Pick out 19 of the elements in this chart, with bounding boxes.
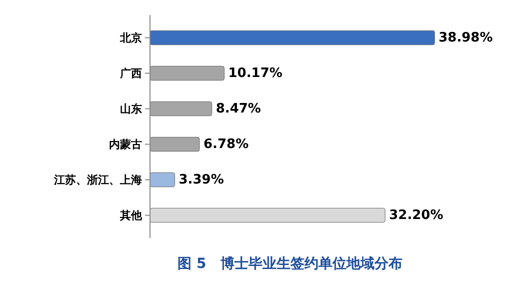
bar [150, 172, 175, 188]
data-label: 38.98% [438, 30, 493, 46]
y-tick-label: 江苏、浙江、上海 [53, 173, 142, 186]
bar [150, 136, 200, 152]
data-label: 32.20% [389, 208, 444, 223]
bar [150, 66, 225, 81]
data-label: 3.39% [178, 172, 224, 188]
bar [150, 101, 212, 116]
data-label: 10.17% [228, 66, 282, 81]
y-tick-label: 内蒙古 [109, 138, 142, 151]
text: 图 5 博士毕业生签约单位地域分布 [178, 256, 402, 272]
bar [150, 30, 435, 46]
y-tick-label: 北京 [119, 31, 142, 44]
y-tick-label: 广西 [119, 66, 142, 80]
y-tick-label: 山东 [120, 102, 142, 116]
data-label: 6.78% [204, 136, 249, 152]
y-tick-label: 其他 [119, 208, 143, 222]
data-label: 8.47% [216, 101, 261, 116]
bar [150, 208, 386, 223]
